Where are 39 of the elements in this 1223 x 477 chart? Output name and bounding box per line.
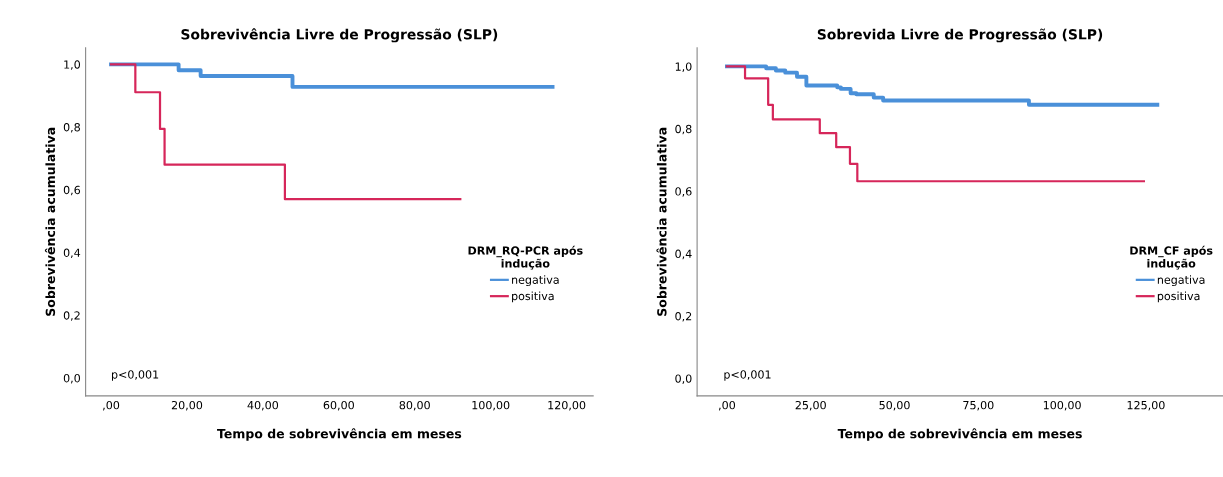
y-tick-label: 0,2 — [63, 311, 80, 321]
y-axis-title: Sobrevivência acumulativa — [656, 127, 667, 316]
x-tick-label: 40,00 — [247, 400, 279, 411]
legend-label: negativa — [1157, 275, 1205, 287]
legend-label: negativa — [512, 275, 559, 287]
y-axis-title: Sobrevivência acumulativa — [44, 127, 56, 316]
y-tick-label: 0,8 — [675, 124, 692, 135]
chart-title: Sobrevivência Livre de Progressão (SLP) — [181, 28, 498, 43]
x-axis-title: Tempo de sobrevivência em meses — [837, 428, 1082, 441]
x-tick-label: 25,00 — [795, 400, 826, 411]
x-tick-label: 75,00 — [963, 400, 994, 411]
x-tick-label: 100,00 — [472, 400, 510, 411]
chart-title: Sobrevida Livre de Progressão (SLP) — [817, 28, 1103, 43]
x-tick-label: 60,00 — [323, 400, 354, 411]
x-tick-label: 80,00 — [399, 400, 430, 411]
x-tick-label: ,00 — [103, 400, 120, 411]
x-tick-label: 100,00 — [1043, 400, 1081, 411]
x-tick-label: 50,00 — [879, 400, 910, 411]
y-tick-label: 0,6 — [63, 185, 81, 196]
legend-label: positiva — [512, 291, 554, 303]
y-tick-label: 0,4 — [675, 249, 692, 260]
x-tick-label: 120,00 — [548, 400, 586, 411]
x-tick-label: ,00 — [718, 400, 736, 411]
y-tick-label: 0,6 — [675, 187, 692, 197]
x-tick-label: 125,00 — [1127, 400, 1165, 411]
y-tick-label: 0,8 — [63, 123, 80, 133]
y-tick-label: 0,2 — [675, 312, 692, 322]
y-tick-label: 1,0 — [675, 62, 692, 72]
annotation: p<0,001 — [724, 370, 771, 381]
y-tick-label: 0,0 — [675, 374, 692, 384]
legend-label: positiva — [1157, 291, 1200, 303]
x-axis-title: Tempo de sobrevivência em meses — [217, 428, 462, 441]
annotation: p<0,001 — [112, 370, 159, 381]
x-tick-label: 20,00 — [171, 400, 203, 411]
y-tick-label: 0,0 — [63, 374, 81, 384]
legend-title: DRM_CF após indução — [1130, 245, 1213, 270]
y-tick-label: 0,4 — [63, 248, 81, 259]
legend-title: DRM_RQ-PCR após indução — [468, 245, 583, 270]
y-tick-label: 1,0 — [64, 60, 81, 70]
